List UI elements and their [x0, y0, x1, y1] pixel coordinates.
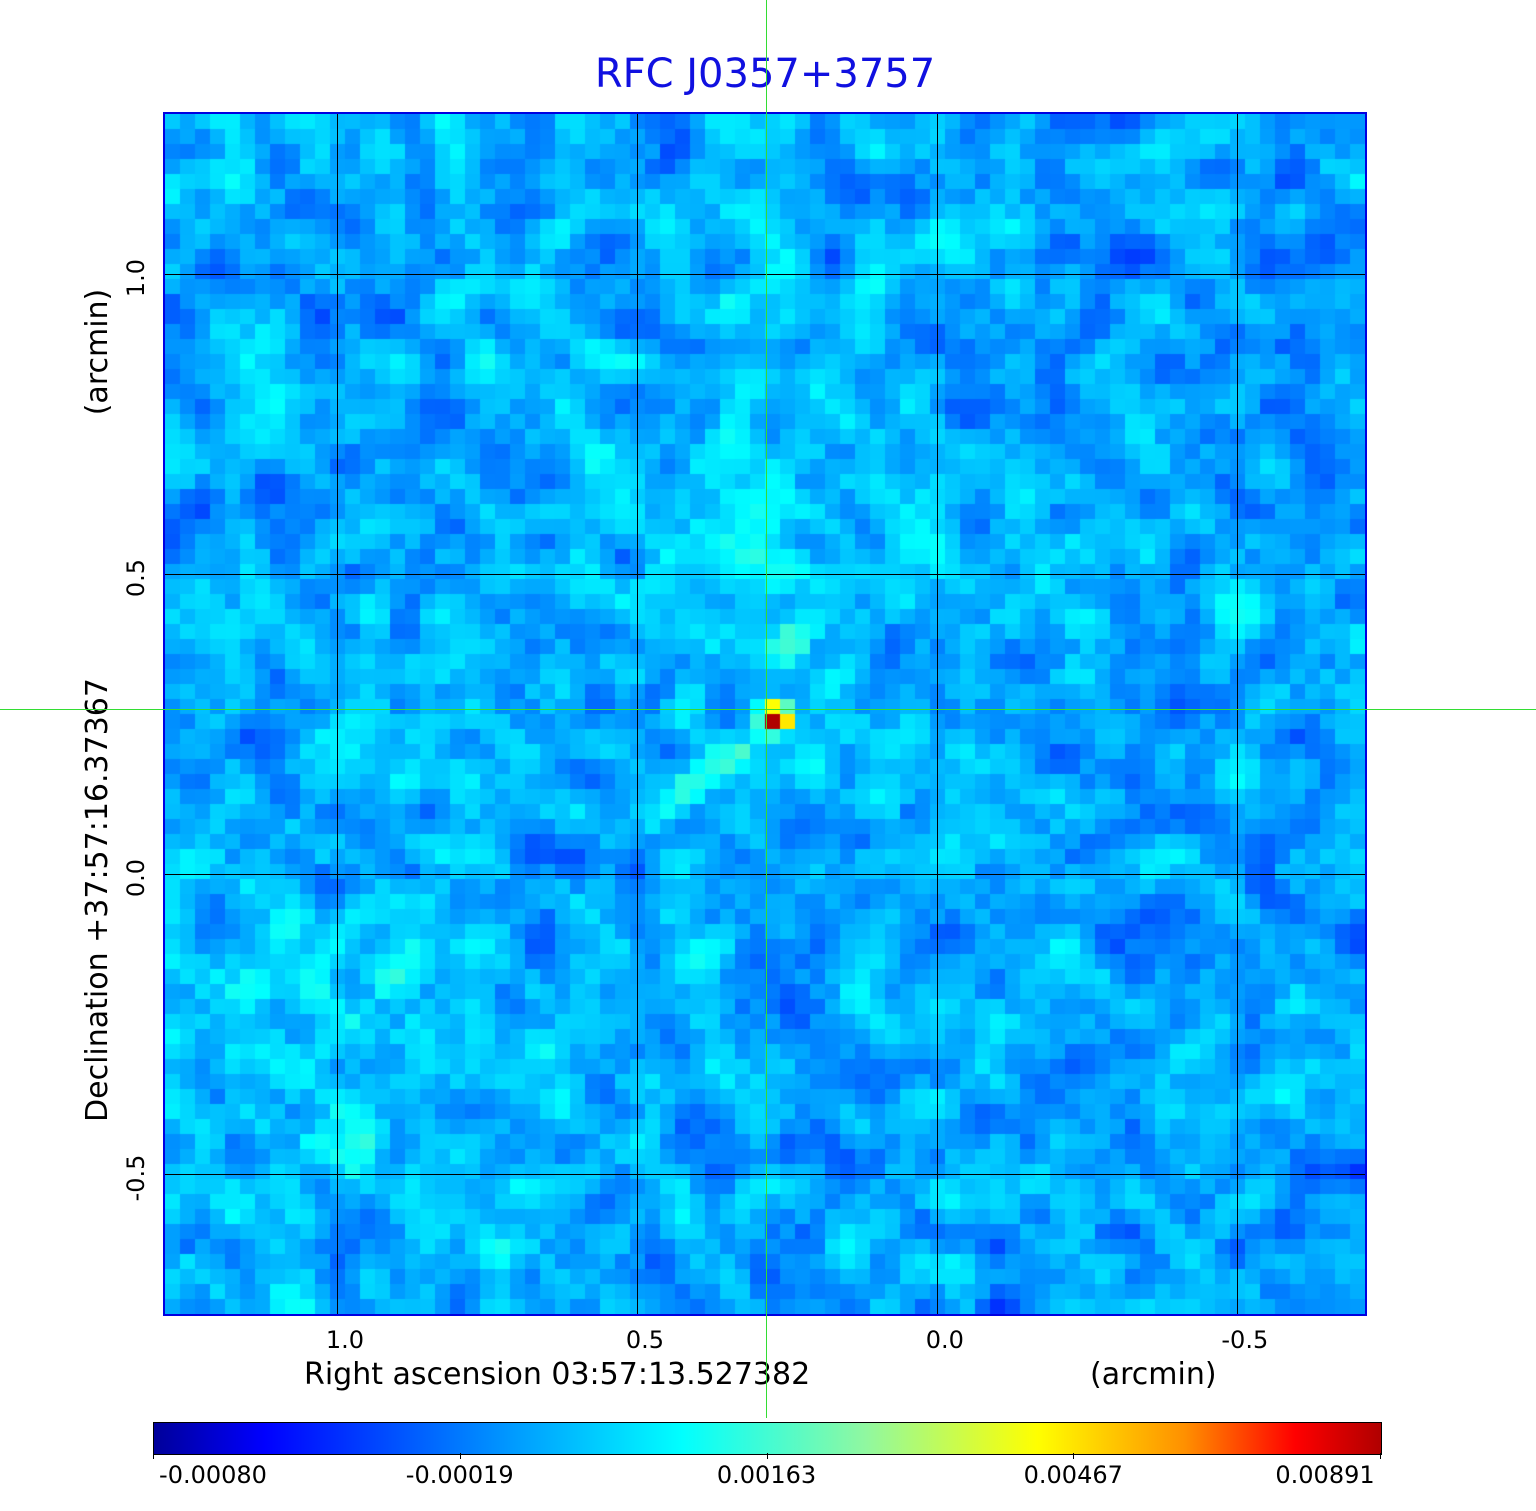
x-tick-label: 0.0: [925, 1326, 964, 1354]
x-axis-label: Right ascension 03:57:13.527382: [304, 1357, 811, 1392]
y-tick-label: 0.0: [122, 858, 150, 897]
x-tick-label: 0.5: [625, 1326, 664, 1354]
colorbar-tick-mark: [1073, 1453, 1075, 1459]
grid-line-y: [165, 873, 1365, 875]
colorbar-tick-mark: [766, 1453, 768, 1459]
grid-line-x: [336, 114, 338, 1314]
colorbar: [153, 1422, 1382, 1455]
colorbar-tick-mark: [153, 1453, 154, 1459]
heatmap-image: [165, 114, 1365, 1314]
y-tick-label: -0.5: [122, 1154, 150, 1202]
x-axis-unit: (arcmin): [1090, 1357, 1217, 1392]
colorbar-tick-label: -0.00080: [159, 1461, 267, 1489]
colorbar-tick-mark: [1380, 1453, 1381, 1459]
crosshair-horizontal: [0, 709, 1536, 710]
colorbar-tick-mark: [459, 1453, 461, 1459]
y-tick-label: 0.5: [122, 558, 150, 598]
grid-line-y: [165, 573, 1365, 575]
grid-line-x: [936, 114, 938, 1314]
y-axis-label: Declination +37:57:16.37367: [80, 678, 115, 1122]
image-plot-area[interactable]: [163, 112, 1367, 1316]
colorbar-tick-label: 0.00163: [716, 1461, 817, 1489]
x-tick-label: 1.0: [325, 1326, 365, 1354]
colorbar-tick-label: 0.00891: [1275, 1461, 1375, 1489]
grid-line-y: [165, 273, 1365, 275]
grid-line-x: [636, 114, 638, 1314]
y-axis-unit: (arcmin): [80, 288, 115, 416]
grid-line-y: [165, 1173, 1365, 1175]
colorbar-tick-label: -0.00019: [405, 1461, 514, 1489]
y-tick-label: 1.0: [122, 258, 150, 298]
chart-title: RFC J0357+3757: [594, 51, 936, 97]
x-tick-label: -0.5: [1221, 1326, 1269, 1354]
grid-line-x: [1236, 114, 1238, 1314]
colorbar-tick-label: 0.00467: [1023, 1461, 1123, 1489]
